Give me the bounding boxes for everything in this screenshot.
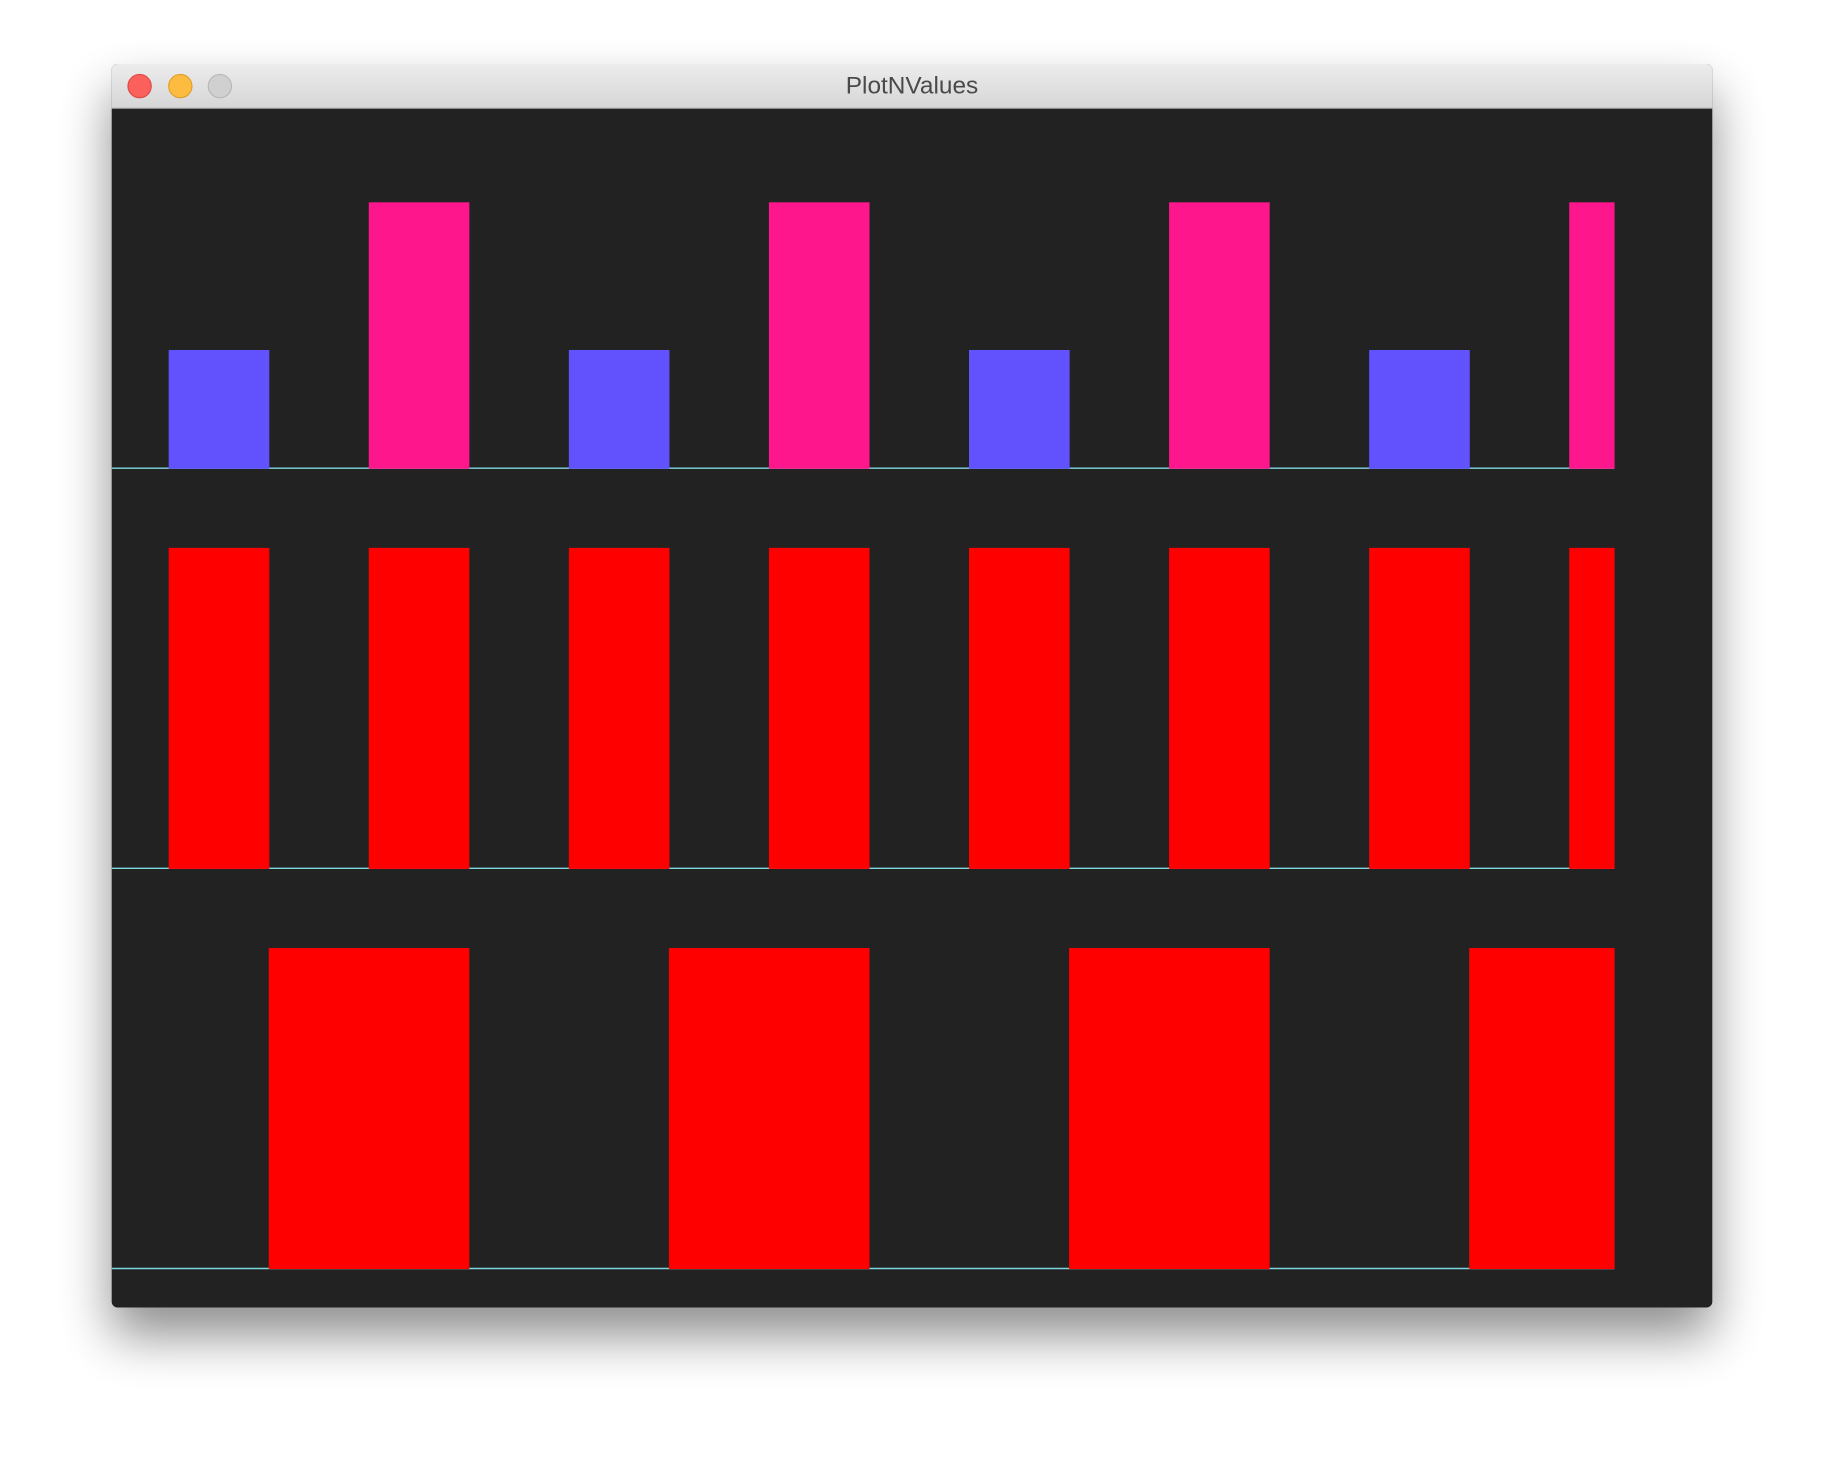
bar	[968, 547, 1070, 869]
bar	[368, 948, 470, 1270]
bar	[1169, 948, 1270, 1270]
bar	[1569, 547, 1615, 869]
bar	[1469, 948, 1570, 1270]
bar	[768, 202, 870, 469]
bar	[668, 948, 770, 1270]
bar	[168, 547, 270, 869]
bar	[368, 202, 470, 469]
bar	[1169, 547, 1270, 869]
window	[111, 63, 1713, 1308]
bar	[968, 349, 1070, 469]
bar	[368, 547, 470, 869]
bar	[568, 349, 670, 469]
minimize-button[interactable]	[168, 73, 193, 99]
close-button[interactable]	[127, 73, 152, 99]
window-frame	[111, 63, 1713, 1308]
zoom-button[interactable]	[207, 73, 233, 99]
bar	[1069, 948, 1170, 1270]
bar	[1569, 948, 1615, 1270]
bar	[1369, 349, 1470, 469]
bar	[768, 948, 870, 1270]
bar	[1569, 202, 1615, 469]
bar	[168, 349, 270, 469]
bar	[568, 547, 670, 869]
bar	[768, 547, 870, 869]
window-title: PlotNValues	[846, 73, 979, 100]
bar	[268, 948, 370, 1270]
bar	[1169, 202, 1270, 469]
plot-area	[111, 202, 1615, 1270]
bar	[1369, 547, 1470, 869]
title-bar	[111, 63, 1713, 109]
